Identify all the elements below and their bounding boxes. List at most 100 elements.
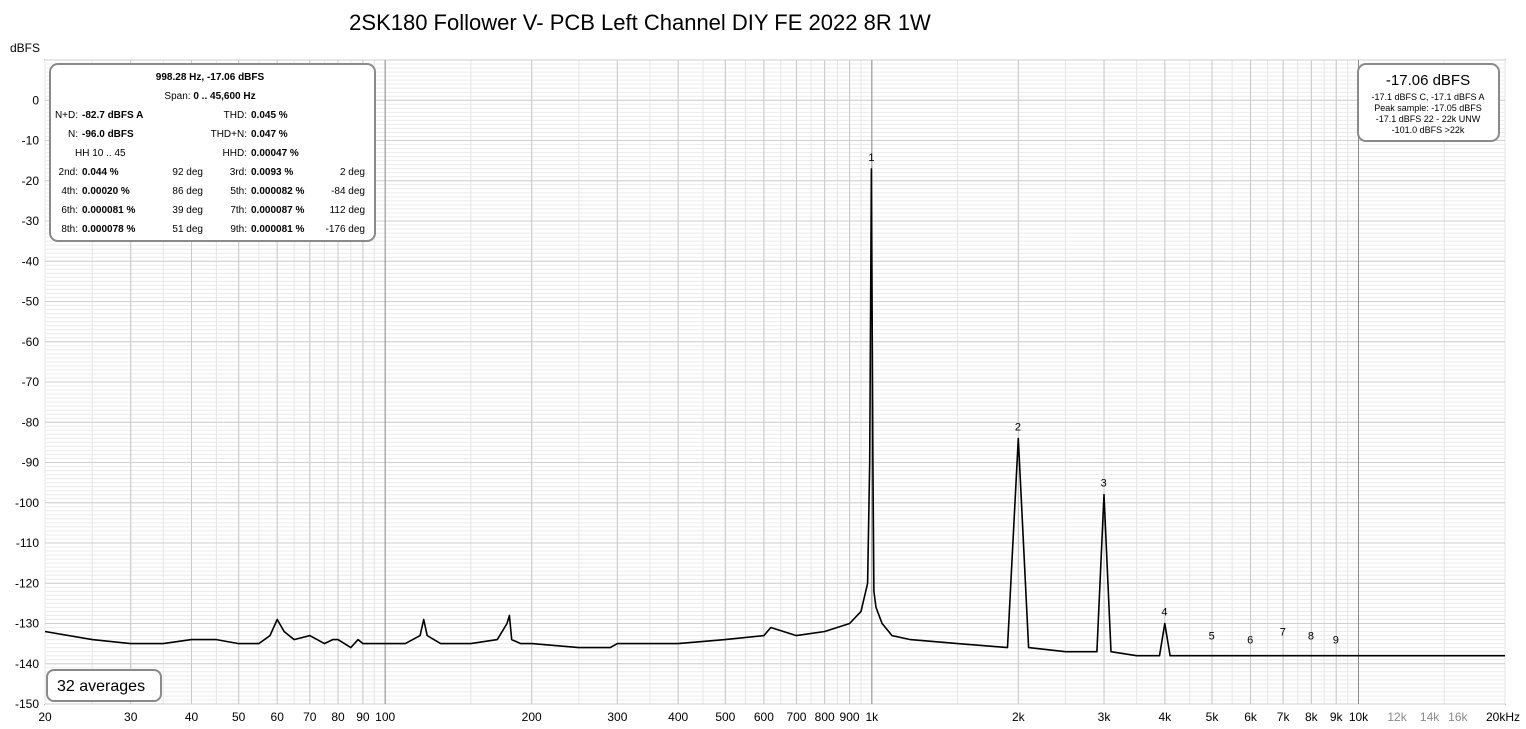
distortion-info-box: 998.28 Hz, -17.06 dBFS Span: 0 .. 45,600… — [49, 63, 376, 242]
info-label: 7th: — [230, 205, 247, 216]
x-tick-label: 9k — [1330, 710, 1344, 724]
info-row: 8th: 0.000078 % 51 deg 9th: 0.000081 % -176 d… — [61, 224, 365, 235]
y-axis-label: dBFS — [10, 41, 40, 55]
y-tick-label: -90 — [22, 456, 40, 470]
info-value: 0.00047 % — [251, 148, 299, 159]
y-tick-label: -70 — [22, 375, 40, 389]
x-tick-label: 700 — [786, 710, 806, 724]
harmonic-label: 7 — [1280, 627, 1286, 639]
x-tick-label: 300 — [607, 710, 627, 724]
x-tick-label: 3k — [1098, 710, 1112, 724]
y-tick-label: -150 — [15, 697, 39, 711]
level-line-4: -101.0 dBFS >22k — [1392, 125, 1465, 135]
x-tick-label: 6k — [1244, 710, 1258, 724]
x-tick-label: 20 — [38, 710, 52, 724]
info-value: 0.047 % — [251, 129, 288, 140]
harmonic-label: 9 — [1333, 635, 1339, 647]
info-label: 3rd: — [230, 167, 247, 178]
x-tick-label: 8k — [1305, 710, 1319, 724]
x-tick-label: 14k — [1420, 710, 1440, 724]
chart-title: 2SK180 Follower V- PCB Left Channel DIY … — [349, 10, 931, 35]
y-tick-labels: 0 -10 -20 -30 -40 -50 -60 -70 -80 -90 -100 -110 -120… — [15, 93, 39, 711]
info-row: N+D: -82.7 dBFS A THD: 0.045 % — [55, 110, 288, 121]
harmonic-label: 8 — [1308, 631, 1314, 643]
y-tick-label: -110 — [16, 536, 39, 550]
y-tick-label: -10 — [22, 134, 40, 148]
y-tick-label: -50 — [22, 295, 40, 309]
info-row: N: -96.0 dBFS THD+N: 0.047 % — [68, 129, 288, 140]
info-label: THD: — [224, 110, 247, 121]
x-tick-label: 16k — [1448, 710, 1468, 724]
x-tick-label: 50 — [232, 710, 246, 724]
x-tick-label: 60 — [271, 710, 285, 724]
info-value: 0.00020 % — [82, 186, 130, 197]
y-tick-label: -130 — [15, 617, 39, 631]
x-tick-label: 4k — [1158, 710, 1172, 724]
x-tick-label: 5k — [1206, 710, 1220, 724]
x-tick-label: 70 — [303, 710, 317, 724]
x-tick-label: 800 — [815, 710, 835, 724]
harmonic-label: 4 — [1161, 607, 1167, 619]
x-tick-label: 500 — [715, 710, 735, 724]
harmonic-labels: 1 2 3 4 5 6 7 8 9 — [868, 152, 1339, 647]
info-value: -82.7 dBFS A — [82, 110, 143, 121]
spectrum-series — [44, 168, 1505, 657]
info-label: 8th: — [61, 224, 78, 235]
info-row: 4th: 0.00020 % 86 deg 5th: 0.000082 % -84 deg — [61, 186, 365, 197]
harmonic-label: 2 — [1015, 421, 1021, 433]
x-tick-label: 2k — [1012, 710, 1026, 724]
info-label: N: — [68, 129, 78, 140]
info-value: -96.0 dBFS — [82, 129, 134, 140]
info-value: 0.000078 % — [82, 224, 135, 235]
info-value: 0.000082 % — [251, 186, 304, 197]
level-line-2: Peak sample: -17.05 dBFS — [1374, 103, 1482, 113]
x-tick-label: 400 — [668, 710, 688, 724]
info-rows: N+D: -82.7 dBFS A THD: 0.045 % N: -96.0 dBFS T… — [55, 110, 365, 235]
info-header: 998.28 Hz, -17.06 dBFS — [156, 72, 265, 83]
y-tick-label: -140 — [15, 657, 39, 671]
x-unit-label: 20kHz — [1486, 710, 1520, 724]
y-tick-label: -20 — [22, 174, 40, 188]
info-phase: 92 deg — [172, 167, 203, 178]
info-value: 0.044 % — [82, 167, 119, 178]
x-tick-label: 80 — [331, 710, 345, 724]
info-value: 0.0093 % — [251, 167, 293, 178]
x-tick-label: 30 — [124, 710, 138, 724]
info-label: THD+N: — [211, 129, 247, 140]
info-phase: 39 deg — [172, 205, 203, 216]
level-line-3: -17.1 dBFS 22 - 22k UNW — [1376, 114, 1481, 124]
x-tick-label: 12k — [1387, 710, 1407, 724]
info-label: 9th: — [230, 224, 247, 235]
harmonic-label: 6 — [1247, 635, 1253, 647]
level-line-1: -17.1 dBFS C, -17.1 dBFS A — [1371, 92, 1484, 102]
x-tick-labels: 20 30 40 50 60 70 80 90 100 200 300 400 500 600 700 800… — [38, 710, 1468, 724]
x-tick-label: 900 — [840, 710, 860, 724]
info-phase: -84 deg — [331, 186, 365, 197]
info-phase: 86 deg — [172, 186, 203, 197]
y-tick-label: -120 — [15, 576, 39, 590]
x-tick-label: 200 — [522, 710, 542, 724]
y-tick-label: -100 — [15, 496, 39, 510]
info-label: HH 10 .. 45 — [75, 148, 126, 159]
info-phase: 112 deg — [330, 205, 365, 216]
level-main: -17.06 dBFS — [1386, 72, 1470, 89]
info-value: 0.000081 % — [82, 205, 135, 216]
info-phase: 51 deg — [172, 224, 203, 235]
info-label: N+D: — [55, 110, 78, 121]
span-label: Span: — [164, 91, 190, 102]
harmonic-label: 3 — [1101, 478, 1107, 490]
info-label: 2nd: — [59, 167, 78, 178]
info-label: 4th: — [61, 186, 78, 197]
y-tick-label: -40 — [22, 254, 40, 268]
x-tick-label: 600 — [754, 710, 774, 724]
info-value: 0.000087 % — [251, 205, 304, 216]
level-box: -17.06 dBFS -17.1 dBFS C, -17.1 dBFS A P… — [1357, 63, 1500, 142]
x-tick-label: 1k — [865, 710, 879, 724]
x-tick-label: 90 — [356, 710, 370, 724]
averages-box: 32 averages — [46, 669, 162, 702]
x-tick-label: 10k — [1349, 710, 1369, 724]
info-value: 0.045 % — [251, 110, 288, 121]
x-tick-label: 100 — [375, 710, 395, 724]
spectrum-line — [44, 168, 1505, 657]
